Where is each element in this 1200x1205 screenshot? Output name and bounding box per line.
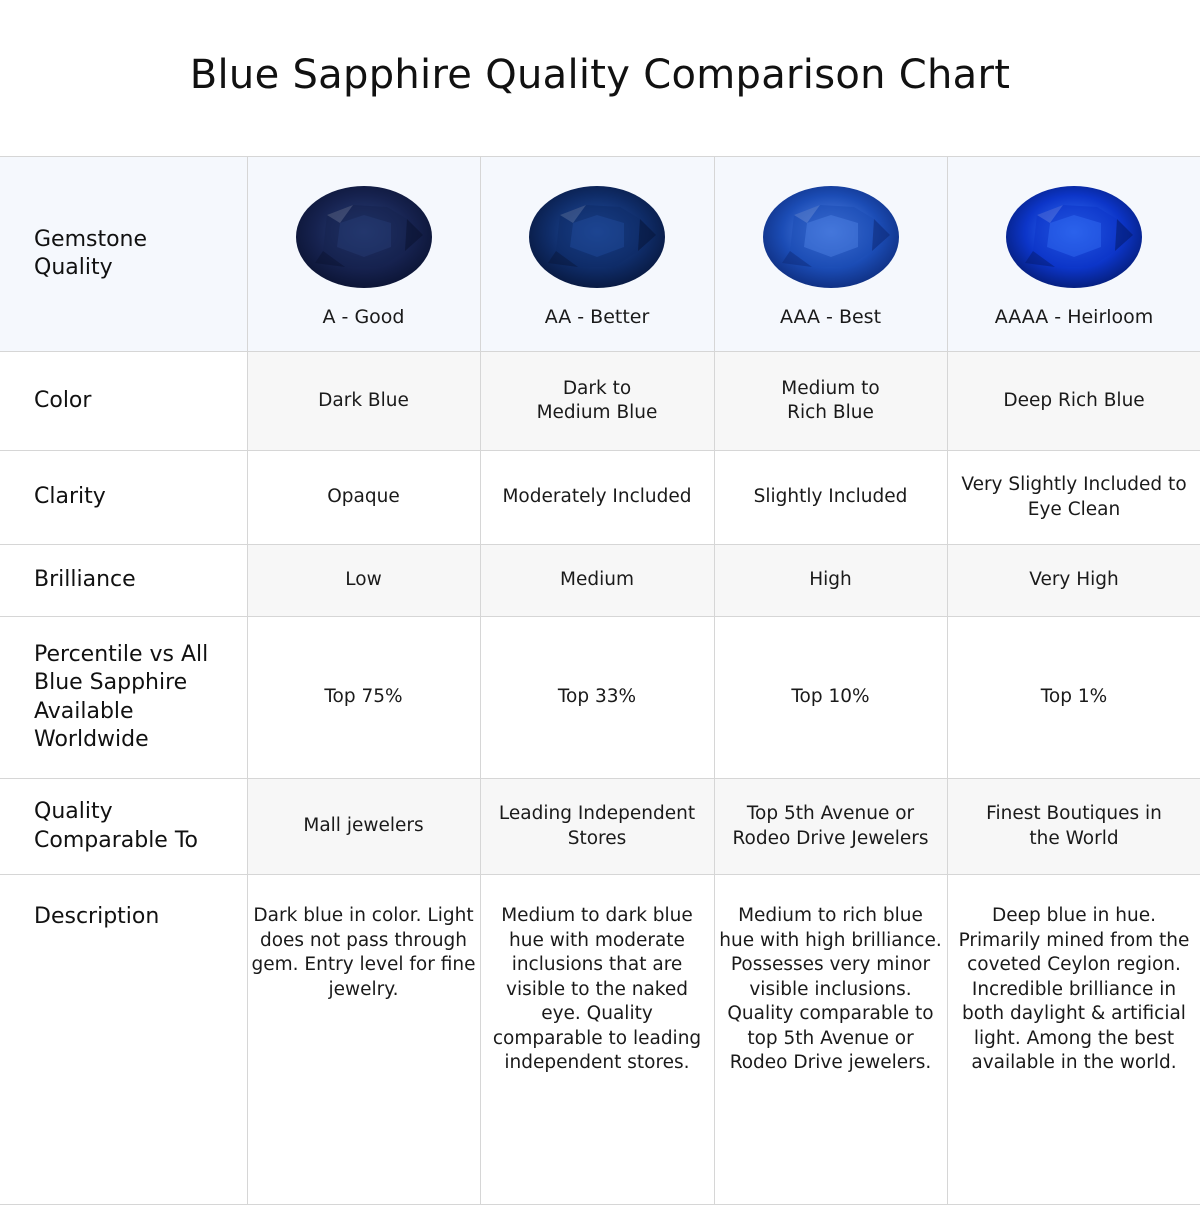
cell: Low: [246, 544, 481, 617]
row-label: Color: [0, 351, 248, 451]
gem-image-aaa: [762, 185, 899, 288]
row-label: Gemstone Quality: [0, 156, 248, 352]
gem-image-a: [295, 185, 432, 288]
grade-label: AA - Better: [544, 305, 650, 328]
cell: Dark to Medium Blue: [479, 351, 715, 451]
cell: Medium to rich blue hue with high brilli…: [713, 874, 948, 1205]
row-label: Percentile vs All Blue Sapphire Availabl…: [0, 616, 248, 779]
cell: Deep Rich Blue: [946, 351, 1200, 451]
cell: Moderately Included: [479, 450, 715, 545]
cell: Deep blue in hue. Primarily mined from t…: [946, 874, 1200, 1205]
gem-image-aa: [529, 185, 665, 288]
grade-label: AAA - Best: [779, 305, 882, 328]
page-title: Blue Sapphire Quality Comparison Chart: [189, 52, 1011, 98]
cell: Medium to Rich Blue: [713, 351, 948, 451]
row-label: Clarity: [0, 450, 248, 545]
row-brilliance: Brilliance Low Medium High Very High: [0, 544, 1200, 617]
grade-label: AAAA - Heirloom: [994, 305, 1154, 328]
row-percentile: Percentile vs All Blue Sapphire Availabl…: [0, 616, 1200, 779]
grade-cell: AAA - Best: [713, 156, 948, 352]
cell: Medium to dark blue hue with moderate in…: [479, 874, 715, 1205]
cell: Mall jewelers: [246, 778, 481, 875]
grade-cell: AA - Better: [479, 156, 715, 352]
row-description: Description Dark blue in color. Light do…: [0, 874, 1200, 1205]
grade-cell: A - Good: [246, 156, 481, 352]
cell: Top 5th Avenue or Rodeo Drive Jewelers: [713, 778, 948, 875]
cell: Top 75%: [246, 616, 481, 779]
cell: Top 33%: [479, 616, 715, 779]
cell: Dark blue in color. Light does not pass …: [246, 874, 481, 1205]
cell: Very High: [946, 544, 1200, 617]
cell: Dark Blue: [246, 351, 481, 451]
cell: Slightly Included: [713, 450, 948, 545]
row-clarity: Clarity Opaque Moderately Included Sligh…: [0, 450, 1200, 545]
gem-image-aaaa: [1006, 185, 1142, 288]
grade-label: A - Good: [322, 305, 405, 328]
cell: Very Slightly Included to Eye Clean: [946, 450, 1200, 545]
row-label: Quality Comparable To: [0, 778, 248, 875]
row-gemstone-quality: Gemstone Quality A - Good AA - Better: [0, 156, 1200, 352]
grade-cell: AAAA - Heirloom: [946, 156, 1200, 352]
row-color: Color Dark Blue Dark to Medium Blue Medi…: [0, 351, 1200, 451]
row-label: Brilliance: [0, 544, 248, 617]
cell: Opaque: [246, 450, 481, 545]
comparison-table: Gemstone Quality A - Good AA - Better: [0, 156, 1200, 1205]
cell: Top 1%: [946, 616, 1200, 779]
cell: High: [713, 544, 948, 617]
row-comparable: Quality Comparable To Mall jewelers Lead…: [0, 778, 1200, 875]
cell: Finest Boutiques in the World: [946, 778, 1200, 875]
cell: Leading Independent Stores: [479, 778, 715, 875]
cell: Top 10%: [713, 616, 948, 779]
cell: Medium: [479, 544, 715, 617]
row-label: Description: [0, 874, 248, 1205]
